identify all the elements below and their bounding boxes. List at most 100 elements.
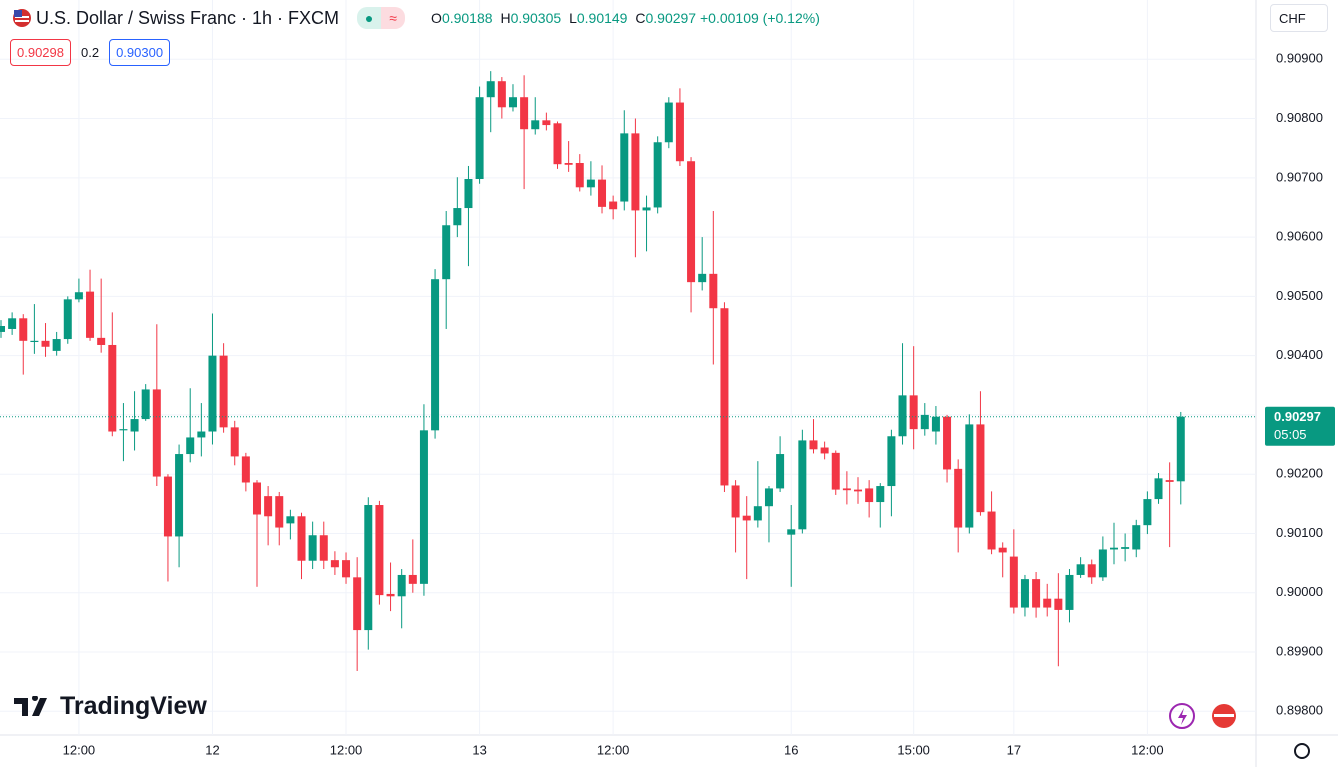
y-tick-label: 0.90200: [1276, 466, 1323, 481]
candle-body: [319, 535, 328, 561]
candle-body: [19, 318, 28, 341]
candle-body: [920, 414, 929, 430]
candle-body: [86, 291, 95, 338]
y-tick-label: 0.90500: [1276, 288, 1323, 303]
candle-body: [731, 485, 740, 518]
ohlc-value: 0.90305: [510, 10, 562, 26]
x-tick-label: 12:00: [1131, 742, 1164, 757]
candle-body: [586, 179, 595, 188]
logo[interactable]: TradingView: [14, 692, 207, 721]
candle-body: [486, 81, 495, 98]
candle-body: [520, 97, 529, 130]
countdown: 05:05: [1274, 427, 1307, 442]
candle-body: [475, 97, 484, 180]
candle-body: [508, 97, 517, 108]
candle-body: [575, 163, 584, 188]
candle-body: [408, 574, 417, 584]
candle-body: [497, 81, 506, 108]
candle-body: [197, 431, 206, 438]
candle-body: [152, 389, 161, 477]
candle-body: [865, 488, 874, 503]
change: +0.00109 (+0.12%): [699, 10, 820, 26]
candle-body: [753, 506, 762, 521]
candle-body: [163, 476, 172, 537]
candle-body: [820, 447, 829, 454]
x-tick-label: 13: [472, 742, 486, 757]
candle-body: [8, 318, 17, 329]
candle-body: [431, 279, 440, 431]
y-tick-label: 0.90600: [1276, 229, 1323, 244]
candle-body: [898, 395, 907, 437]
candle-body: [876, 486, 885, 503]
candle-body: [1165, 480, 1174, 482]
candle-body: [954, 468, 963, 528]
x-tick-label: 15:00: [897, 742, 930, 757]
candle-body: [241, 456, 250, 483]
candle-body: [887, 436, 896, 487]
candle-body: [965, 424, 974, 528]
candle-body: [564, 163, 573, 165]
candle-body: [1076, 564, 1085, 575]
candle-body: [364, 505, 373, 631]
candle-body: [119, 429, 128, 431]
candle-body: [74, 292, 83, 300]
flag-icon: [13, 9, 31, 27]
candle-body: [553, 123, 562, 165]
candle-body: [1043, 598, 1052, 608]
candle-body: [264, 496, 273, 517]
y-tick-label: 0.90800: [1276, 110, 1323, 125]
toggle[interactable]: ● ≈: [357, 7, 406, 29]
candle-body: [764, 488, 773, 507]
candle-body: [0, 326, 5, 332]
candle-body: [675, 102, 684, 162]
candle-body: [342, 560, 351, 578]
candle-body: [286, 516, 295, 524]
candle-body: [130, 419, 139, 432]
candle-body: [30, 340, 39, 343]
candle-body: [542, 120, 551, 126]
candle-body: [1054, 598, 1063, 610]
candle-body: [687, 161, 696, 283]
candle-body: [609, 201, 618, 210]
candle-body: [1143, 499, 1152, 526]
candle-body: [798, 440, 807, 530]
candle-body: [397, 574, 406, 597]
currency[interactable]: CHF: [1270, 4, 1328, 32]
candle-body: [620, 133, 629, 202]
candle-body: [219, 355, 228, 428]
candle-body: [1121, 547, 1130, 549]
x-tick-label: 12:00: [330, 742, 363, 757]
candle-body: [208, 355, 217, 432]
candle-body: [108, 344, 117, 432]
candle-body: [1154, 478, 1163, 500]
candle-body: [1087, 564, 1096, 578]
candle-body: [842, 488, 851, 491]
candle-body: [854, 489, 863, 492]
candle-body: [742, 515, 751, 521]
candle-body: [776, 454, 785, 489]
candle-body: [252, 482, 261, 515]
candle-body: [63, 299, 72, 340]
candle-body: [787, 529, 796, 535]
bid[interactable]: 0.90298: [10, 39, 71, 66]
wave[interactable]: ≈: [381, 7, 406, 29]
candle-body: [831, 452, 840, 490]
settings-icon: [1294, 743, 1310, 759]
dot[interactable]: ●: [357, 7, 382, 29]
x-tick-label: 12: [205, 742, 219, 757]
ohlc-key: O: [431, 10, 442, 26]
candle-body: [698, 273, 707, 283]
ask[interactable]: 0.90300: [109, 39, 171, 66]
candle-body: [375, 505, 384, 596]
x-tick-label: 12:00: [597, 742, 630, 757]
y-tick-label: 0.90100: [1276, 525, 1323, 540]
candle-body: [41, 340, 50, 347]
symbol[interactable]: U.S. Dollar / Swiss Franc · 1h · FXCM: [36, 7, 340, 28]
ohlc-value: 0.90149: [576, 10, 628, 26]
candle-body: [275, 496, 284, 528]
flag-stripe: [1214, 714, 1234, 717]
candle-body: [531, 120, 540, 130]
ohlc-value: 0.90297: [645, 10, 697, 26]
